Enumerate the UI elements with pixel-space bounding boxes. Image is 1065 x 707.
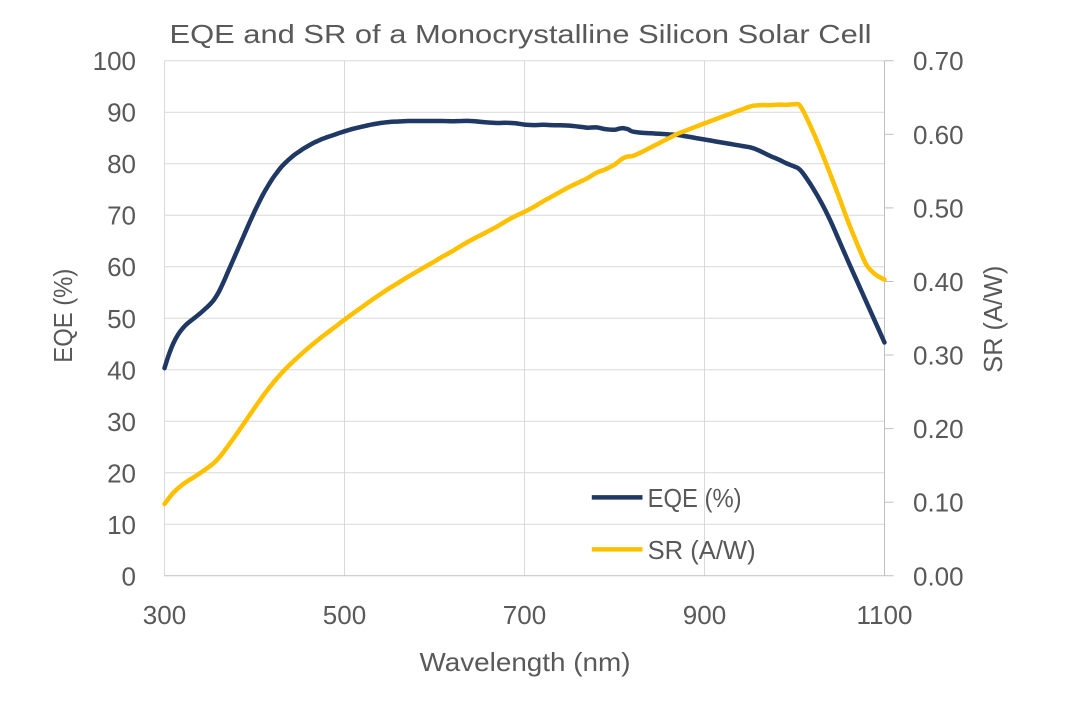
svg-text:0.00: 0.00 (913, 561, 964, 591)
svg-text:900: 900 (683, 600, 726, 630)
svg-text:20: 20 (107, 458, 136, 488)
svg-text:EQE and SR of a Monocrystallin: EQE and SR of a Monocrystalline Silicon … (170, 19, 872, 49)
svg-text:0.70: 0.70 (913, 46, 964, 76)
svg-text:30: 30 (107, 407, 136, 437)
svg-text:40: 40 (107, 355, 136, 385)
svg-text:0.10: 0.10 (913, 488, 964, 518)
svg-text:70: 70 (107, 201, 136, 231)
svg-text:SR (A/W): SR (A/W) (648, 535, 756, 565)
svg-text:SR (A/W): SR (A/W) (978, 266, 1008, 373)
svg-text:0.60: 0.60 (913, 120, 964, 150)
svg-text:10: 10 (107, 510, 136, 540)
svg-text:EQE (%): EQE (%) (48, 269, 78, 363)
svg-text:0.50: 0.50 (913, 193, 964, 223)
svg-text:0.30: 0.30 (913, 341, 964, 371)
svg-text:700: 700 (503, 600, 546, 630)
svg-text:80: 80 (107, 149, 136, 179)
svg-text:90: 90 (107, 98, 136, 128)
svg-text:0.40: 0.40 (913, 267, 964, 297)
svg-text:100: 100 (93, 46, 136, 76)
svg-text:0: 0 (122, 561, 136, 591)
svg-text:1100: 1100 (857, 600, 913, 630)
svg-text:EQE (%): EQE (%) (648, 483, 742, 513)
svg-text:Wavelength (nm): Wavelength (nm) (420, 647, 631, 677)
svg-text:60: 60 (107, 252, 136, 282)
svg-text:0.20: 0.20 (913, 414, 964, 444)
svg-text:300: 300 (143, 600, 186, 630)
svg-text:50: 50 (107, 304, 136, 334)
svg-text:500: 500 (323, 600, 366, 630)
